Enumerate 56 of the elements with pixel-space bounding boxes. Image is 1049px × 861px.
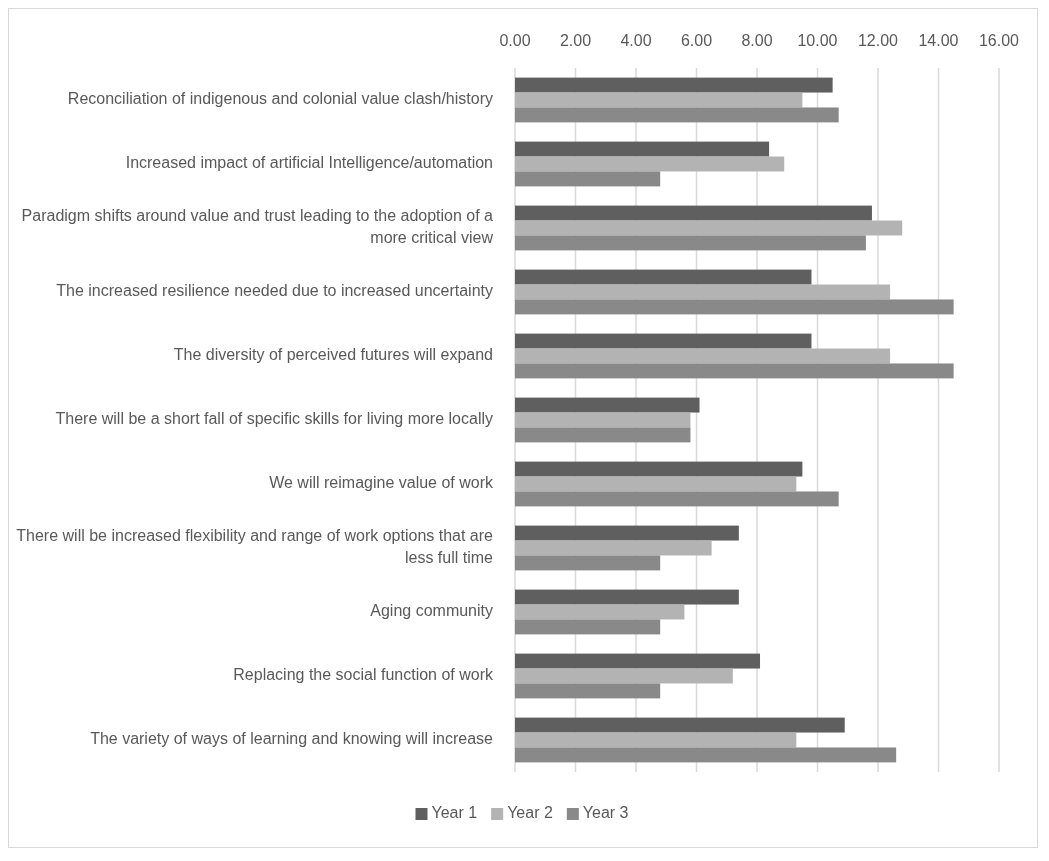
y-tick-label: The diversity of perceived futures will expand bbox=[173, 346, 493, 364]
bar bbox=[515, 653, 761, 669]
x-tick-label: 12.00 bbox=[857, 32, 899, 49]
x-tick-label: 8.00 bbox=[741, 32, 773, 49]
bar bbox=[515, 141, 770, 157]
bar bbox=[515, 269, 812, 285]
bar bbox=[515, 461, 803, 477]
x-tick-label: 16.00 bbox=[978, 32, 1020, 49]
x-tick-label: 2.00 bbox=[559, 32, 592, 49]
bar bbox=[515, 540, 712, 556]
bar bbox=[515, 299, 954, 315]
bar bbox=[515, 348, 891, 364]
bar bbox=[515, 397, 700, 413]
bar bbox=[515, 333, 812, 349]
bar bbox=[515, 668, 733, 684]
y-tick-label: Aging community bbox=[370, 602, 493, 620]
bar bbox=[515, 604, 685, 620]
bar bbox=[515, 235, 866, 251]
legend-label: Year 1 bbox=[431, 804, 478, 822]
bar bbox=[515, 363, 954, 379]
bar bbox=[515, 732, 797, 748]
bar bbox=[515, 491, 839, 507]
bar bbox=[515, 412, 691, 428]
bar bbox=[515, 284, 891, 300]
x-tick-label: 4.00 bbox=[620, 32, 652, 49]
bar bbox=[515, 156, 785, 172]
bar bbox=[515, 525, 739, 541]
x-tick-label: 10.00 bbox=[797, 32, 838, 49]
legend-label: Year 2 bbox=[507, 804, 553, 822]
y-tick-label: There will be a short fall of specific skills for living more locally bbox=[55, 410, 493, 428]
bar bbox=[515, 555, 661, 571]
bar bbox=[515, 92, 803, 108]
bar bbox=[515, 476, 797, 492]
x-tick-label: 0.00 bbox=[499, 32, 531, 49]
x-tick-label: 6.00 bbox=[680, 32, 713, 49]
y-tick-label: There will be increased flexibility and range of work options that are less full time bbox=[16, 527, 494, 567]
bar bbox=[515, 589, 739, 605]
bar bbox=[515, 107, 839, 123]
y-tick-label: We will reimagine value of work bbox=[269, 474, 494, 492]
bar bbox=[515, 77, 833, 93]
bar bbox=[515, 747, 897, 763]
bar bbox=[515, 683, 661, 699]
bar bbox=[515, 427, 691, 443]
bar bbox=[515, 205, 872, 221]
y-tick-label: Increased impact of artificial Intelligence/automation bbox=[125, 154, 493, 172]
y-tick-label: Paradigm shifts around value and trust leading to the adoption of a more critical view bbox=[21, 207, 494, 247]
y-tick-label: The variety of ways of learning and knowing will increase bbox=[90, 730, 494, 748]
bar bbox=[515, 220, 903, 236]
bar bbox=[515, 717, 845, 733]
x-tick-label: 14.00 bbox=[918, 32, 959, 49]
bar bbox=[515, 171, 661, 187]
legend-label: Year 3 bbox=[582, 804, 629, 822]
y-tick-label: Reconciliation of indigenous and colonial value clash/history bbox=[67, 90, 493, 108]
y-tick-label: Replacing the social function of work bbox=[233, 666, 494, 684]
bar bbox=[515, 619, 661, 635]
y-tick-label: The increased resilience needed due to increased uncertainty bbox=[56, 282, 493, 300]
